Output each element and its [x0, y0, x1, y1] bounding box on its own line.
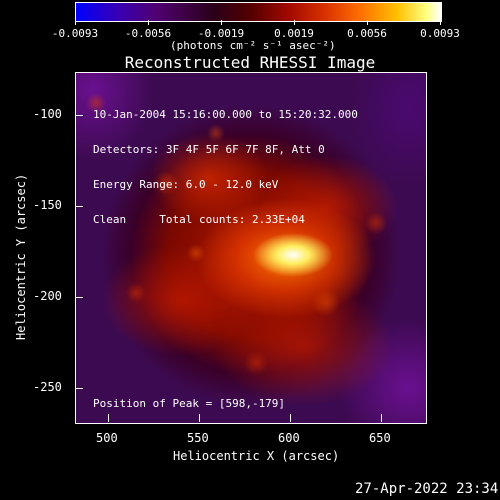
- x-axis-label: Heliocentric X (arcsec): [173, 449, 340, 463]
- generated-timestamp: 27-Apr-2022 23:34: [355, 481, 499, 497]
- image-title: Reconstructed RHESSI Image: [124, 53, 376, 72]
- y-tick-marks: [75, 72, 85, 424]
- colorbar-tick-label: 0.0056: [347, 27, 387, 40]
- image-panel: [75, 72, 427, 424]
- colorbar-tick-label: 0.0019: [274, 27, 314, 40]
- y-tick-label: -250: [33, 380, 62, 394]
- info-energy-range: Energy Range: 6.0 - 12.0 keV: [93, 177, 279, 191]
- x-tick-label: 650: [369, 431, 391, 445]
- y-axis-label: Heliocentric Y (arcsec): [14, 173, 28, 340]
- colorbar-tick-label: -0.0093: [51, 27, 99, 40]
- x-tick-label: 600: [278, 431, 300, 445]
- y-tick-label: -150: [33, 198, 62, 212]
- info-detectors: Detectors: 3F 4F 5F 6F 7F 8F, Att 0: [93, 142, 325, 156]
- x-tick-marks: [75, 414, 427, 424]
- colorbar-tick-label: 0.0093: [420, 27, 460, 40]
- colorbar: [75, 2, 442, 22]
- colorbar-tick-label: -0.0019: [197, 27, 245, 40]
- colorbar-tick-marks: [75, 20, 442, 25]
- y-tick-label: -100: [33, 107, 62, 121]
- info-time-range: 10-Jan-2004 15:16:00.000 to 15:20:32.000: [93, 108, 358, 122]
- info-total-counts: Clean Total counts: 2.33E+04: [93, 212, 305, 226]
- y-tick-label: -200: [33, 289, 62, 303]
- image-texture: [76, 73, 426, 423]
- colorbar-units: (photons cm⁻² s⁻¹ asec⁻²): [170, 39, 336, 52]
- x-tick-label: 550: [187, 431, 209, 445]
- colorbar-tick-label: -0.0056: [124, 27, 172, 40]
- info-peak-position: Position of Peak = [598,-179]: [93, 397, 286, 410]
- x-tick-label: 500: [96, 431, 118, 445]
